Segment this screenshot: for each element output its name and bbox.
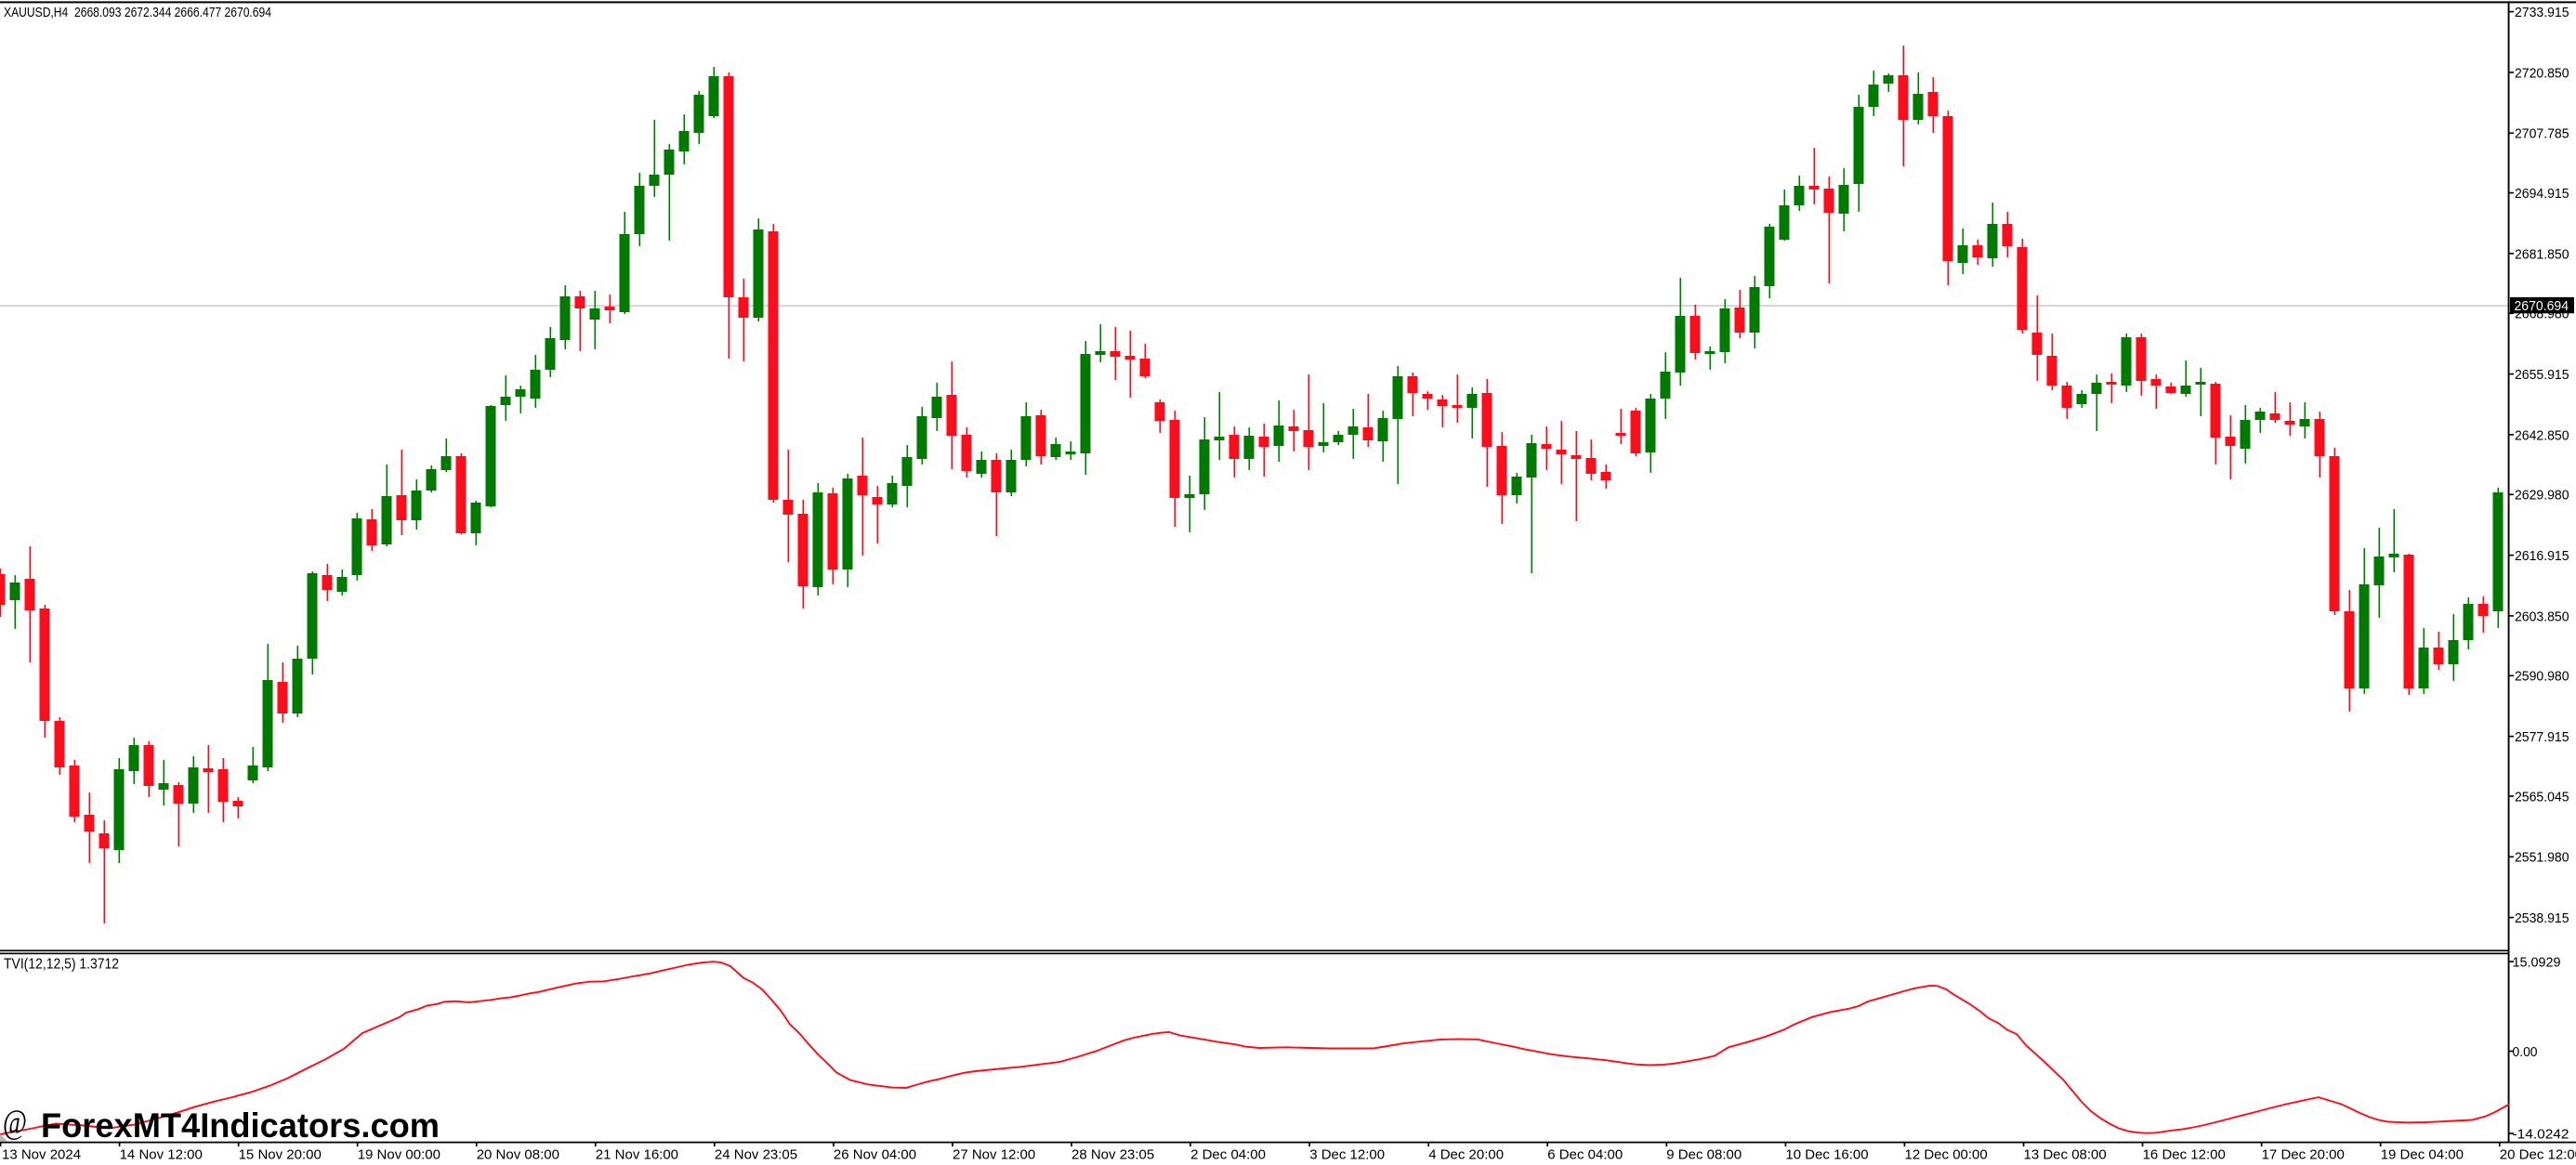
svg-text:17 Dec 20:00: 17 Dec 20:00 (2262, 1146, 2345, 1162)
svg-text:20 Nov 08:00: 20 Nov 08:00 (477, 1146, 559, 1162)
svg-text:27 Nov 12:00: 27 Nov 12:00 (953, 1146, 1035, 1162)
svg-text:2642.850: 2642.850 (2515, 427, 2569, 443)
svg-text:-14.0242: -14.0242 (2513, 1126, 2569, 1142)
svg-text:14 Nov 12:00: 14 Nov 12:00 (120, 1146, 203, 1162)
svg-text:19 Dec 04:00: 19 Dec 04:00 (2381, 1146, 2464, 1162)
svg-text:24 Nov 23:05: 24 Nov 23:05 (715, 1146, 797, 1162)
svg-text:@: @ (3, 1104, 27, 1142)
svg-text:0.00: 0.00 (2513, 1044, 2538, 1060)
svg-text:10 Dec 16:00: 10 Dec 16:00 (1785, 1146, 1868, 1162)
svg-text:19 Nov 00:00: 19 Nov 00:00 (358, 1146, 440, 1162)
svg-text:2733.915: 2733.915 (2515, 5, 2569, 20)
svg-text:13 Dec 08:00: 13 Dec 08:00 (2024, 1146, 2107, 1162)
svg-text:2694.915: 2694.915 (2515, 186, 2569, 202)
svg-text:3 Dec 12:00: 3 Dec 12:00 (1309, 1146, 1385, 1162)
svg-text:2707.785: 2707.785 (2515, 126, 2569, 142)
svg-text:2720.850: 2720.850 (2515, 65, 2569, 81)
svg-text:ForexMT4Indicators.com: ForexMT4Indicators.com (41, 1106, 440, 1145)
svg-text:4 Dec 20:00: 4 Dec 20:00 (1428, 1146, 1504, 1162)
svg-text:2681.850: 2681.850 (2515, 246, 2569, 262)
svg-text:15.0929: 15.0929 (2513, 954, 2561, 970)
svg-text:2670.694: 2670.694 (2515, 299, 2569, 314)
svg-text:6 Dec 04:00: 6 Dec 04:00 (1547, 1146, 1623, 1162)
svg-text:2603.850: 2603.850 (2515, 609, 2569, 624)
svg-text:9 Dec 08:00: 9 Dec 08:00 (1666, 1146, 1741, 1162)
svg-text:2565.045: 2565.045 (2515, 789, 2569, 805)
svg-text:2590.980: 2590.980 (2515, 669, 2569, 685)
svg-text:28 Nov 23:05: 28 Nov 23:05 (1071, 1146, 1154, 1162)
svg-text:TVI(12,12,5) 1.3712: TVI(12,12,5) 1.3712 (4, 956, 119, 972)
svg-text:20 Dec 12:00: 20 Dec 12:00 (2500, 1146, 2576, 1162)
svg-text:13 Nov 2024: 13 Nov 2024 (2, 1146, 81, 1162)
svg-text:XAUUSD,H4 2668.093 2672.344 2: XAUUSD,H4 2668.093 2672.344 2666.477 267… (4, 5, 271, 20)
svg-text:21 Nov 16:00: 21 Nov 16:00 (596, 1146, 678, 1162)
svg-text:2551.980: 2551.980 (2515, 850, 2569, 866)
svg-text:2538.915: 2538.915 (2515, 910, 2569, 926)
svg-text:2629.980: 2629.980 (2515, 488, 2569, 504)
svg-text:15 Nov 20:00: 15 Nov 20:00 (239, 1146, 322, 1162)
svg-text:16 Dec 12:00: 16 Dec 12:00 (2143, 1146, 2226, 1162)
svg-text:2616.915: 2616.915 (2515, 548, 2569, 564)
svg-text:26 Nov 04:00: 26 Nov 04:00 (834, 1146, 916, 1162)
svg-text:2 Dec 04:00: 2 Dec 04:00 (1190, 1146, 1266, 1162)
svg-text:2577.915: 2577.915 (2515, 729, 2569, 745)
svg-text:12 Dec 00:00: 12 Dec 00:00 (1905, 1146, 1988, 1162)
svg-text:2655.915: 2655.915 (2515, 367, 2569, 383)
